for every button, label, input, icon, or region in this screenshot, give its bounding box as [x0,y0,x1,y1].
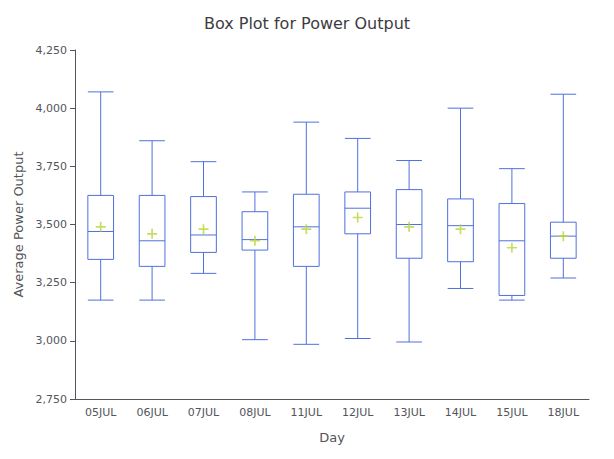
svg-text:11JUL: 11JUL [291,406,323,419]
svg-text:4,000: 4,000 [36,102,68,115]
svg-text:2,750: 2,750 [36,393,68,406]
svg-text:3,750: 3,750 [36,160,68,173]
svg-text:06JUL: 06JUL [136,406,168,419]
svg-text:13JUL: 13JUL [393,406,425,419]
svg-text:08JUL: 08JUL [239,406,271,419]
svg-text:3,250: 3,250 [36,276,68,289]
svg-text:Day: Day [319,430,345,445]
svg-text:Box Plot for Power Output: Box Plot for Power Output [204,14,410,33]
svg-text:Average Power Output: Average Power Output [11,151,26,297]
svg-text:07JUL: 07JUL [188,406,220,419]
svg-text:14JUL: 14JUL [445,406,477,419]
svg-text:4,250: 4,250 [36,44,68,57]
svg-text:15JUL: 15JUL [496,406,528,419]
svg-text:18JUL: 18JUL [548,406,580,419]
svg-text:05JUL: 05JUL [85,406,117,419]
svg-text:3,500: 3,500 [36,218,68,231]
svg-text:3,000: 3,000 [36,334,68,347]
svg-text:12JUL: 12JUL [342,406,374,419]
